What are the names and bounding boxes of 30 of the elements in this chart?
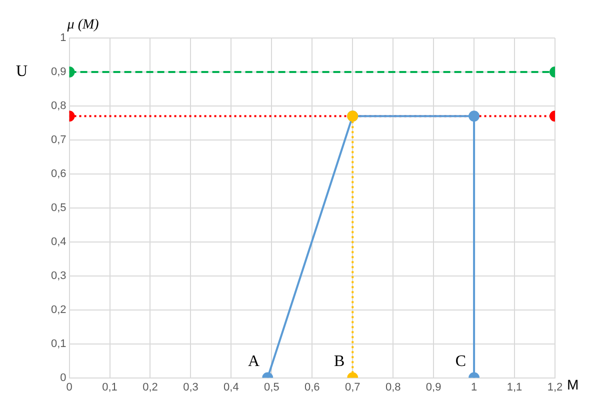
y-tick-label: 0,6 <box>50 168 66 180</box>
x-tick-label: 0,2 <box>142 381 158 394</box>
x-tick-label: 0,5 <box>264 381 280 394</box>
y-tick-label: 0,9 <box>50 66 66 78</box>
x-tick-label: 0,8 <box>385 381 401 394</box>
x-tick-label: 1,1 <box>506 381 522 394</box>
y-tick-label: 1 <box>60 32 66 44</box>
y-tick-label: 0,4 <box>50 236 66 248</box>
annotation: A <box>248 353 260 370</box>
y-tick-label: 0,2 <box>50 304 66 316</box>
x-tick-label: 0,7 <box>344 381 360 394</box>
y-tick-label: 0,5 <box>50 202 66 214</box>
x-tick-label: 1,2 <box>547 381 563 394</box>
annotation: B <box>334 353 345 370</box>
x-tick-label: 0,6 <box>304 381 320 394</box>
x-tick-label: 0,1 <box>102 381 118 394</box>
y-tick-label: 0,7 <box>50 134 66 146</box>
x-tick-label: 1 <box>470 381 478 394</box>
x-tick-label: 0,4 <box>224 381 239 394</box>
y-tick-label: 0 <box>60 372 66 384</box>
annotation: C <box>455 353 466 370</box>
y-tick-label: 0,8 <box>50 100 66 112</box>
y-tick-label: 0,1 <box>50 338 66 350</box>
y-tick-label: 0,3 <box>50 270 66 282</box>
x-tick-label: 0,9 <box>426 381 442 394</box>
point <box>468 110 480 122</box>
y-axis-title: μ (M) <box>66 18 100 33</box>
x-tick-label: 0,3 <box>183 381 198 394</box>
text: U <box>16 63 28 80</box>
x-axis-title: M <box>567 376 579 393</box>
